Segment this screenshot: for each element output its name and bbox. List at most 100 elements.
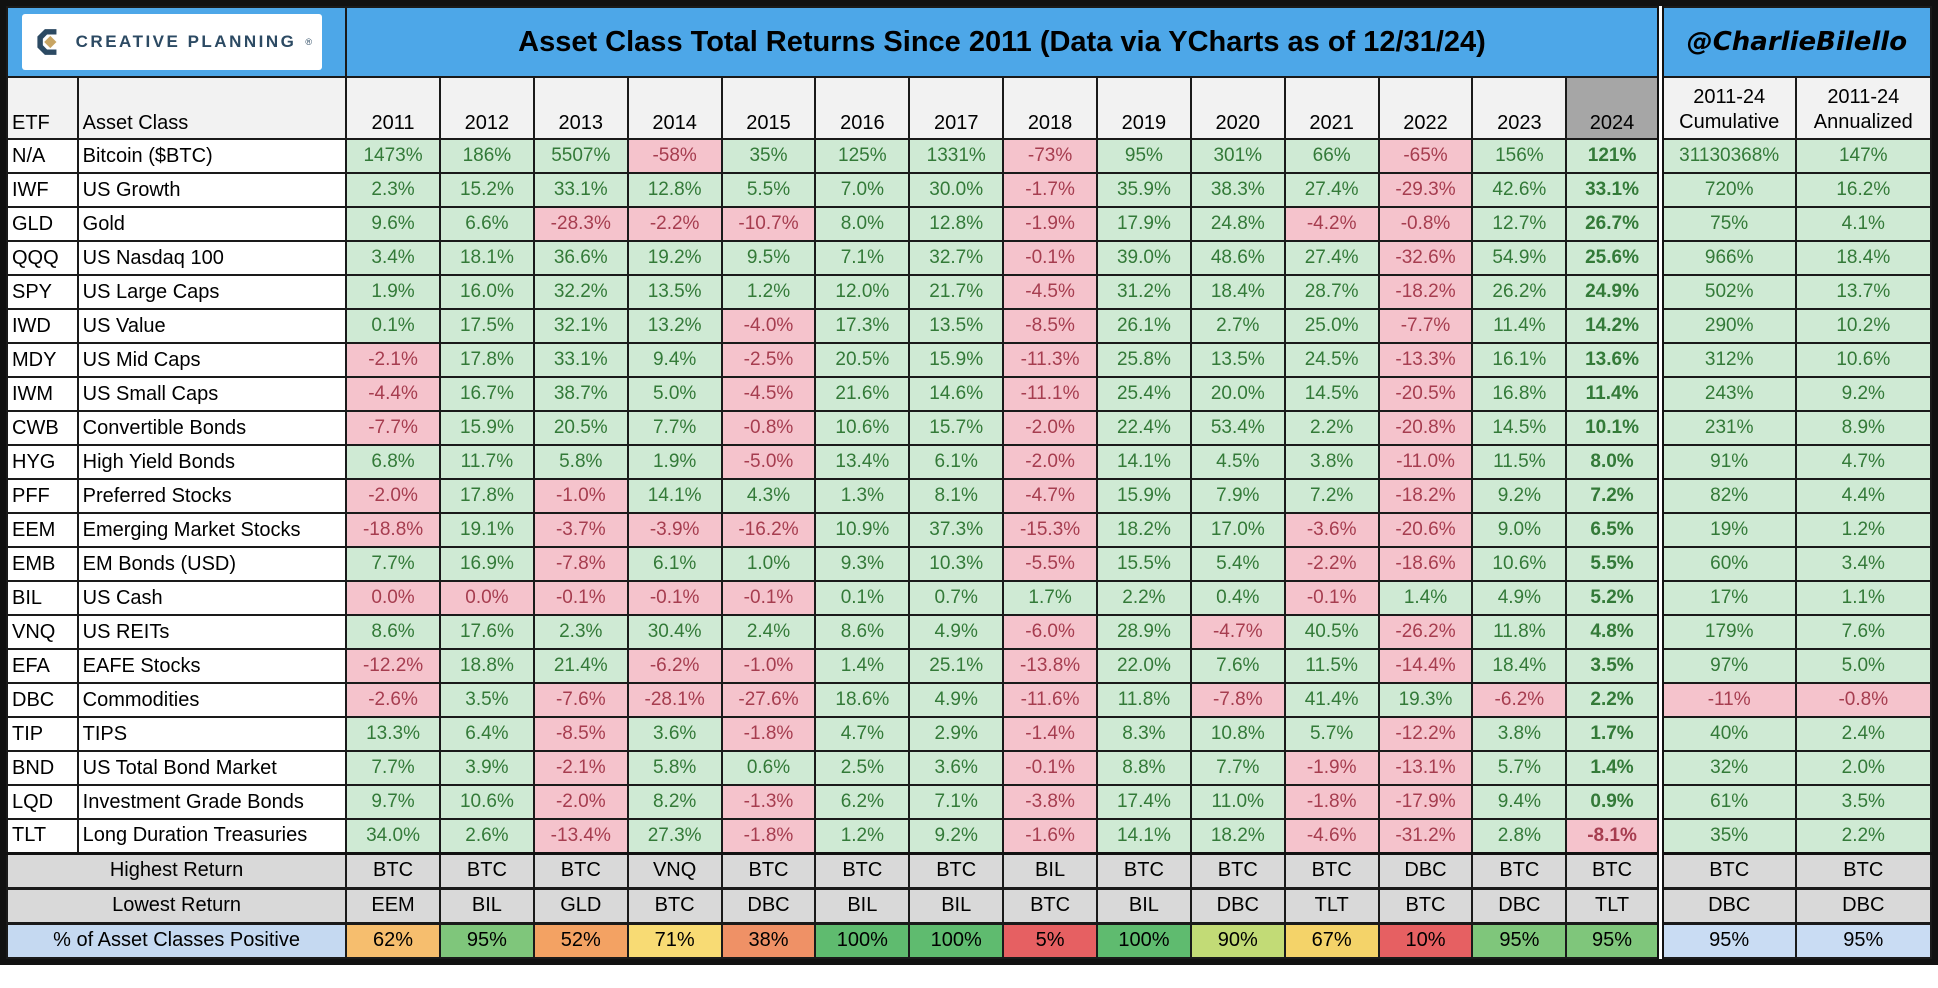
return-cell: 4.9% — [908, 614, 1005, 650]
return-cell: -28.3% — [532, 206, 629, 242]
return-cell: -1.0% — [720, 648, 817, 684]
return-cell: 21.6% — [814, 376, 911, 412]
asset-row: IWF US Growth 2.3% 15.2% 33.1% 12.8% 5.5% 7.0% 3… — [6, 172, 1933, 208]
title-band: CREATIVE PLANNING ® Asset Class Total Ret… — [5, 6, 1932, 78]
return-cell: -14.4% — [1377, 648, 1474, 684]
return-cell: 2.4% — [720, 614, 817, 650]
return-cell: 16.0% — [438, 274, 535, 310]
return-cell: -8.5% — [532, 716, 629, 752]
asset-row: SPY US Large Caps 1.9% 16.0% 32.2% 13.5% 1.2% 1… — [6, 274, 1933, 310]
cumulative-cell: 720% — [1656, 172, 1797, 208]
year-header: 2024 — [1565, 76, 1662, 140]
return-cell: 32.1% — [532, 308, 629, 344]
return-cell: -58% — [626, 138, 723, 174]
return-cell: 11.8% — [1471, 614, 1568, 650]
annualized-cell: 13.7% — [1794, 274, 1933, 310]
summary-cell: BIL — [1002, 851, 1098, 889]
summary-cell: BTC — [1002, 886, 1098, 924]
return-cell: 10.6% — [814, 410, 911, 446]
return-cell: 15.2% — [438, 172, 535, 208]
return-cell: -8.5% — [1002, 308, 1098, 344]
return-cell: -2.0% — [345, 478, 441, 514]
return-cell: 5.4% — [1189, 546, 1286, 582]
return-cell: 8.1% — [908, 478, 1005, 514]
return-cell: -0.1% — [1002, 750, 1098, 786]
return-cell: 9.2% — [908, 818, 1005, 854]
return-cell: 24.9% — [1565, 274, 1662, 310]
return-cell: 3.9% — [438, 750, 535, 786]
return-cell: 17.4% — [1096, 784, 1192, 820]
cumulative-cell: 61% — [1656, 784, 1797, 820]
annualized-cell: 16.2% — [1794, 172, 1933, 208]
cumulative-cell: 290% — [1656, 308, 1797, 344]
return-cell: 121% — [1565, 138, 1662, 174]
return-cell: 25.6% — [1565, 240, 1662, 276]
return-cell: 38.7% — [532, 376, 629, 412]
return-cell: 5.7% — [1471, 750, 1568, 786]
return-cell: 7.7% — [345, 546, 441, 582]
return-cell: -7.6% — [532, 682, 629, 718]
return-cell: 18.1% — [438, 240, 535, 276]
summary-cell: BTC — [1565, 851, 1662, 889]
pct-positive-cell: 10% — [1377, 921, 1474, 959]
asset-row: IWM US Small Caps -4.4% 16.7% 38.7% 5.0% -4.5%… — [6, 376, 1933, 412]
return-cell: 15.7% — [908, 410, 1005, 446]
return-cell: 30.0% — [908, 172, 1005, 208]
pct-positive-cell: 90% — [1189, 921, 1286, 959]
return-cell: -13.8% — [1002, 648, 1098, 684]
return-cell: 14.1% — [626, 478, 723, 514]
return-cell: 17.0% — [1189, 512, 1286, 548]
return-cell: 2.7% — [1189, 308, 1286, 344]
annualized-cell: 7.6% — [1794, 614, 1933, 650]
return-cell: 24.8% — [1189, 206, 1286, 242]
return-cell: -0.1% — [1283, 580, 1380, 616]
summary-cell: DBC — [1656, 886, 1797, 924]
return-cell: -2.0% — [532, 784, 629, 820]
return-cell: -73% — [1002, 138, 1098, 174]
return-cell: -2.1% — [345, 342, 441, 378]
return-cell: -28.1% — [626, 682, 723, 718]
return-cell: 4.8% — [1565, 614, 1662, 650]
return-cell: -0.1% — [532, 580, 629, 616]
summary-cell: BTC — [1096, 851, 1192, 889]
return-cell: 13.6% — [1565, 342, 1662, 378]
return-cell: -0.8% — [720, 410, 817, 446]
return-cell: 40.5% — [1283, 614, 1380, 650]
asset-class-cell: Emerging Market Stocks — [76, 512, 348, 548]
return-cell: 5.7% — [1283, 716, 1380, 752]
return-cell: 32.2% — [532, 274, 629, 310]
year-header: 2018 — [1002, 76, 1098, 140]
pct-positive-cell: 67% — [1283, 921, 1380, 959]
summary-cell: BTC — [438, 851, 535, 889]
summary-cell: BTC — [1377, 886, 1474, 924]
return-cell: 35.9% — [1096, 172, 1192, 208]
return-cell: 41.4% — [1283, 682, 1380, 718]
pct-positive-row-label: % of Asset Classes Positive — [5, 921, 348, 959]
return-cell: 27.4% — [1283, 172, 1380, 208]
return-cell: 15.5% — [1096, 546, 1192, 582]
pct-positive-cell: 71% — [626, 921, 723, 959]
asset-class-cell: Bitcoin ($BTC) — [76, 138, 348, 174]
return-cell: 13.3% — [345, 716, 441, 752]
return-cell: 9.6% — [345, 206, 441, 242]
lowest-return-row-label: Lowest Return — [5, 886, 348, 924]
etf-cell: N/A — [6, 138, 79, 174]
return-cell: -7.8% — [532, 546, 629, 582]
summary-cell: BIL — [908, 886, 1005, 924]
return-cell: 10.6% — [1471, 546, 1568, 582]
return-cell: 20.5% — [814, 342, 911, 378]
year-header: 2021 — [1283, 76, 1380, 140]
etf-cell: DBC — [6, 682, 79, 718]
return-cell: 2.9% — [908, 716, 1005, 752]
return-cell: -4.5% — [720, 376, 817, 412]
return-cell: 18.2% — [1096, 512, 1192, 548]
return-cell: 25.8% — [1096, 342, 1192, 378]
return-cell: 1.9% — [345, 274, 441, 310]
return-cell: 35% — [720, 138, 817, 174]
return-cell: 12.8% — [626, 172, 723, 208]
return-cell: 0.0% — [438, 580, 535, 616]
asset-row: DBC Commodities -2.6% 3.5% -7.6% -28.1% -27.6%… — [6, 682, 1933, 718]
return-cell: 1.0% — [720, 546, 817, 582]
return-cell: 27.3% — [626, 818, 723, 854]
return-cell: -18.6% — [1377, 546, 1474, 582]
